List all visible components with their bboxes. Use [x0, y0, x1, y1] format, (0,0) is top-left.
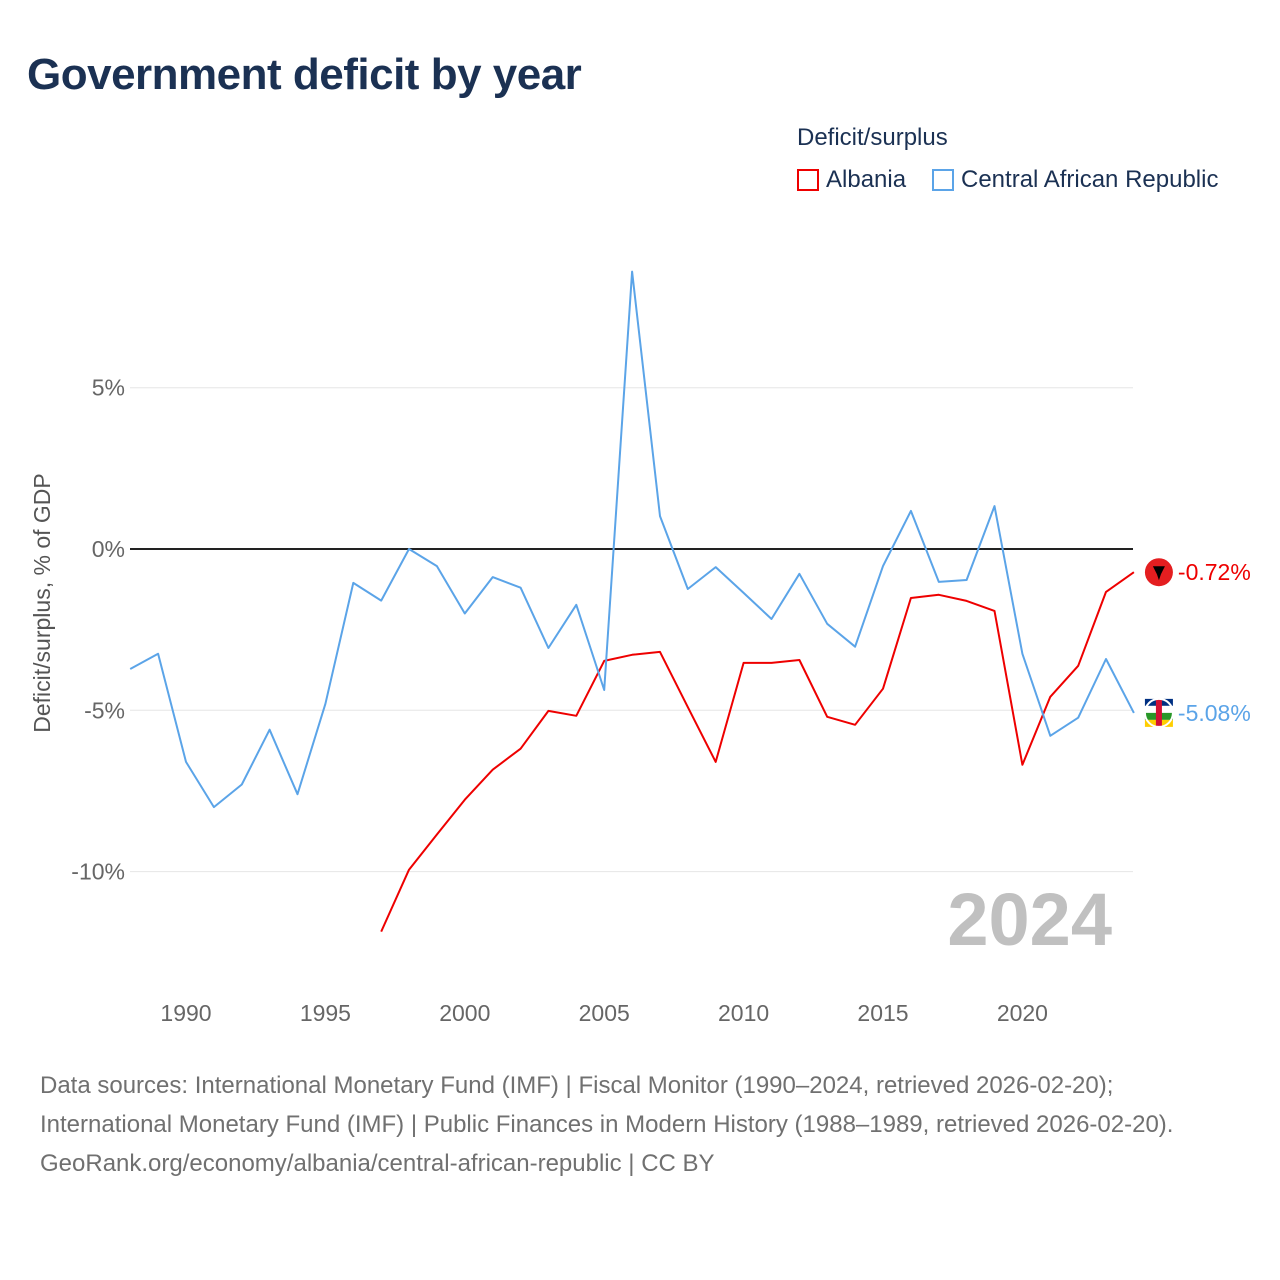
series-line-car — [129, 270, 1135, 809]
data-sources: Data sources: International Monetary Fun… — [40, 1072, 1174, 1138]
x-tick-label: 2020 — [997, 1000, 1048, 1026]
car-flag-icon — [1143, 697, 1174, 728]
y-tick-label: -5% — [84, 697, 125, 723]
chart-title: Government deficit by year — [27, 50, 582, 99]
y-axis-label: Deficit/surplus, % of GDP — [29, 473, 55, 732]
y-tick-label: 0% — [92, 536, 125, 562]
legend-item-albania[interactable]: Albania — [797, 166, 906, 194]
legend-swatch-albania — [797, 169, 819, 191]
x-tick-label: 2015 — [857, 1000, 908, 1026]
x-tick-label: 2005 — [579, 1000, 630, 1026]
x-tick-label: 1990 — [160, 1000, 211, 1026]
series-line-albania — [380, 571, 1135, 933]
y-tick-label: -10% — [71, 859, 125, 885]
legend-label: Albania — [826, 166, 907, 193]
end-value-label: -0.72% — [1178, 559, 1251, 585]
x-tick-label: 2000 — [439, 1000, 490, 1026]
legend-label: Central African Republic — [961, 166, 1219, 193]
y-tick-label: 5% — [92, 375, 125, 401]
legend-swatch-car — [932, 169, 954, 191]
source-link[interactable]: GeoRank.org/economy/albania/central-afri… — [40, 1150, 715, 1177]
year-watermark: 2024 — [947, 878, 1112, 961]
flag-stripe — [1155, 698, 1162, 727]
legend-title: Deficit/surplus — [797, 124, 948, 151]
flag-border — [1143, 697, 1174, 728]
x-tick-label: 1995 — [300, 1000, 351, 1026]
x-tick-label: 2010 — [718, 1000, 769, 1026]
end-value-label: -5.08% — [1178, 700, 1251, 726]
eagle-icon — [1152, 566, 1165, 581]
legend-item-car[interactable]: Central African Republic — [932, 166, 1218, 194]
footer: Data sources: International Monetary Fun… — [40, 1066, 1240, 1183]
